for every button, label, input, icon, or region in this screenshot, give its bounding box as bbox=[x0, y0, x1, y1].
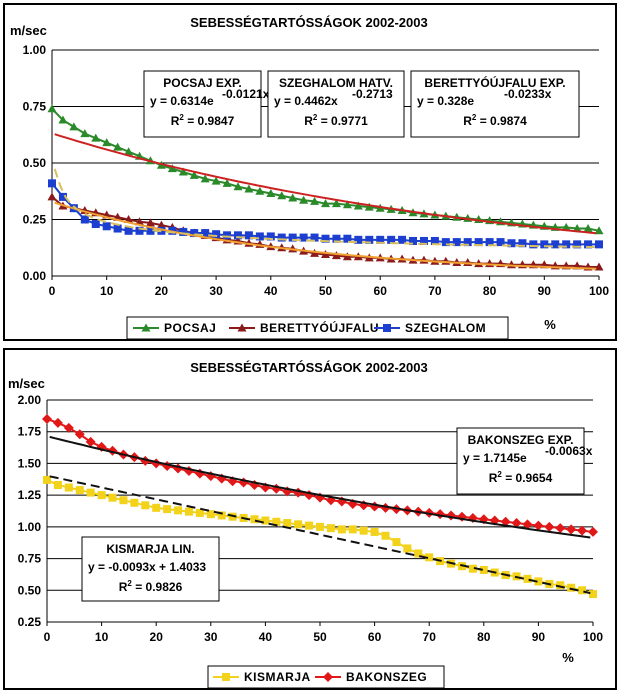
y-tick-label: 1.50 bbox=[18, 456, 42, 470]
y-tick-label: 0.00 bbox=[23, 269, 47, 283]
x-tick-label: 80 bbox=[477, 630, 491, 644]
x-axis-label: % bbox=[544, 317, 556, 332]
chart-2: SEBESSÉGTARTÓSSÁGOK 2002-2003 m/sec 0.25 0.… bbox=[8, 360, 603, 689]
trendline-berettyóújfalu bbox=[54, 201, 597, 270]
legend-swatch-marker bbox=[222, 673, 230, 681]
x-tick-label: 70 bbox=[423, 630, 437, 644]
x-tick-label: 0 bbox=[44, 630, 51, 644]
trendline-kismarja bbox=[49, 475, 591, 595]
trend-equation: y = -0.0093x + 1.4033 bbox=[88, 560, 206, 574]
series-line bbox=[51, 196, 599, 268]
trend-annotation-pocsaj: POCSAJ EXP. y = 0.6314e -0.0121x R2 = 0.984… bbox=[143, 70, 270, 138]
legend-label: SZEGHALOM bbox=[405, 321, 486, 335]
legend: KISMARJA BAKONSZEG bbox=[207, 665, 445, 689]
trend-equation: y = 0.4462x bbox=[274, 94, 338, 108]
annotation-box bbox=[267, 70, 405, 138]
chart-title: SEBESSÉGTARTÓSSÁGOK 2002-2003 bbox=[190, 15, 427, 30]
legend-swatch-marker bbox=[383, 324, 391, 332]
trendline-pocsaj bbox=[54, 133, 597, 235]
series-szeghalom bbox=[48, 179, 603, 249]
trend-r2: R2 = 0.9826 bbox=[119, 579, 183, 594]
x-tick-label: 30 bbox=[209, 284, 223, 298]
chart-title: SEBESSÉGTARTÓSSÁGOK 2002-2003 bbox=[190, 360, 427, 375]
legend-box bbox=[126, 316, 509, 340]
x-axis-label: % bbox=[562, 650, 574, 665]
legend-label: BERETTYÓÚJFALU bbox=[260, 320, 379, 335]
data-point bbox=[42, 414, 52, 425]
legend-swatch-marker bbox=[323, 672, 333, 682]
x-tick-label: 50 bbox=[313, 630, 327, 644]
legend-swatch-marker bbox=[237, 323, 247, 332]
trend-label: BERETTYÓÚJFALU EXP. bbox=[424, 75, 565, 90]
y-axis-unit-label: m/sec bbox=[10, 23, 47, 38]
legend-label: POCSAJ bbox=[164, 321, 216, 335]
y-axis-unit-label: m/sec bbox=[8, 376, 45, 391]
y-tick-label: 0.25 bbox=[18, 615, 42, 629]
trend-r2: R2 = 0.9847 bbox=[171, 113, 235, 128]
trend-equation: y = 1.7145e bbox=[463, 451, 527, 465]
trend-exponent: -0.0063x bbox=[545, 444, 593, 458]
y-tick-label: 0.50 bbox=[18, 583, 42, 597]
y-tick-label: 2.00 bbox=[18, 393, 42, 407]
y-tick-label: 1.00 bbox=[18, 520, 42, 534]
annotation-box bbox=[410, 70, 580, 138]
y-tick-label: 0.75 bbox=[23, 100, 47, 114]
x-tick-label: 40 bbox=[264, 284, 278, 298]
trend-annotation-berettyóújfalu: BERETTYÓÚJFALU EXP. y = 0.328e -0.0233x R2 … bbox=[410, 70, 580, 138]
trend-r2: R2 = 0.9771 bbox=[304, 113, 368, 128]
legend-label: BAKONSZEG bbox=[346, 670, 427, 684]
y-tick-label: 1.75 bbox=[18, 425, 42, 439]
trend-exponent: -0.0121x bbox=[222, 87, 270, 101]
trend-equation: y = 0.328e bbox=[417, 94, 474, 108]
legend-label: KISMARJA bbox=[244, 670, 311, 684]
x-tick-label: 90 bbox=[532, 630, 546, 644]
y-tick-label: 1.00 bbox=[23, 43, 47, 57]
trend-r2: R2 = 0.9874 bbox=[463, 113, 527, 128]
trend-label: POCSAJ EXP. bbox=[163, 76, 241, 90]
series-pocsaj bbox=[47, 104, 604, 235]
y-tick-label: 1.25 bbox=[18, 488, 42, 502]
trend-label: SZEGHALOM HATV. bbox=[279, 76, 393, 90]
series-line bbox=[51, 182, 599, 246]
x-tick-label: 10 bbox=[95, 630, 109, 644]
x-tick-label: 30 bbox=[204, 630, 218, 644]
trend-exponent: -0.2713 bbox=[352, 87, 393, 101]
chart-panel-2: SEBESSÉGTARTÓSSÁGOK 2002-2003 m/sec 0.25 0.… bbox=[3, 348, 617, 690]
annotation-box bbox=[143, 70, 262, 138]
chart-1: SEBESSÉGTARTÓSSÁGOK 2002-2003 m/sec 0.00 0.… bbox=[10, 15, 609, 340]
trend-annotation-szeghalom: SZEGHALOM HATV. y = 0.4462x -0.2713 R2 = 0.… bbox=[267, 70, 405, 138]
series-line bbox=[51, 108, 600, 232]
trend-label: BAKONSZEG EXP. bbox=[468, 433, 574, 447]
data-point bbox=[43, 475, 51, 484]
x-tick-label: 70 bbox=[428, 284, 442, 298]
x-tick-label: 20 bbox=[150, 630, 164, 644]
x-tick-label: 20 bbox=[155, 284, 169, 298]
legend-swatch-marker bbox=[141, 323, 151, 332]
trend-r2: R2 = 0.9654 bbox=[489, 470, 553, 485]
trend-label: KISMARJA LIN. bbox=[106, 542, 194, 556]
annotation-box bbox=[456, 427, 585, 495]
trend-equation: y = 0.6314e bbox=[150, 94, 214, 108]
legend: POCSAJ BERETTYÓÚJFALU SZEGHALOM bbox=[126, 316, 509, 340]
x-tick-label: 10 bbox=[100, 284, 114, 298]
x-tick-label: 60 bbox=[374, 284, 388, 298]
x-tick-label: 90 bbox=[538, 284, 552, 298]
x-tick-label: 40 bbox=[259, 630, 273, 644]
x-tick-label: 50 bbox=[319, 284, 333, 298]
trend-annotation-bakonszeg: BAKONSZEG EXP. y = 1.7145e -0.0063x R2 = 0.… bbox=[456, 427, 593, 495]
annotation-box bbox=[81, 536, 220, 602]
x-tick-label: 80 bbox=[483, 284, 497, 298]
y-tick-label: 0.75 bbox=[18, 552, 42, 566]
x-tick-label: 60 bbox=[368, 630, 382, 644]
trendline-szeghalom bbox=[53, 168, 597, 249]
x-tick-label: 100 bbox=[589, 284, 609, 298]
trend-annotation-kismarja: KISMARJA LIN. y = -0.0093x + 1.4033 R2 = 0… bbox=[81, 536, 220, 602]
y-tick-label: 0.25 bbox=[23, 213, 47, 227]
trend-exponent: -0.0233x bbox=[504, 87, 552, 101]
chart-panel-1: SEBESSÉGTARTÓSSÁGOK 2002-2003 m/sec 0.00 0.… bbox=[3, 3, 617, 341]
x-tick-label: 100 bbox=[583, 630, 603, 644]
trendline-bakonszeg bbox=[49, 435, 591, 539]
x-tick-label: 0 bbox=[49, 284, 56, 298]
y-tick-label: 0.50 bbox=[23, 156, 47, 170]
